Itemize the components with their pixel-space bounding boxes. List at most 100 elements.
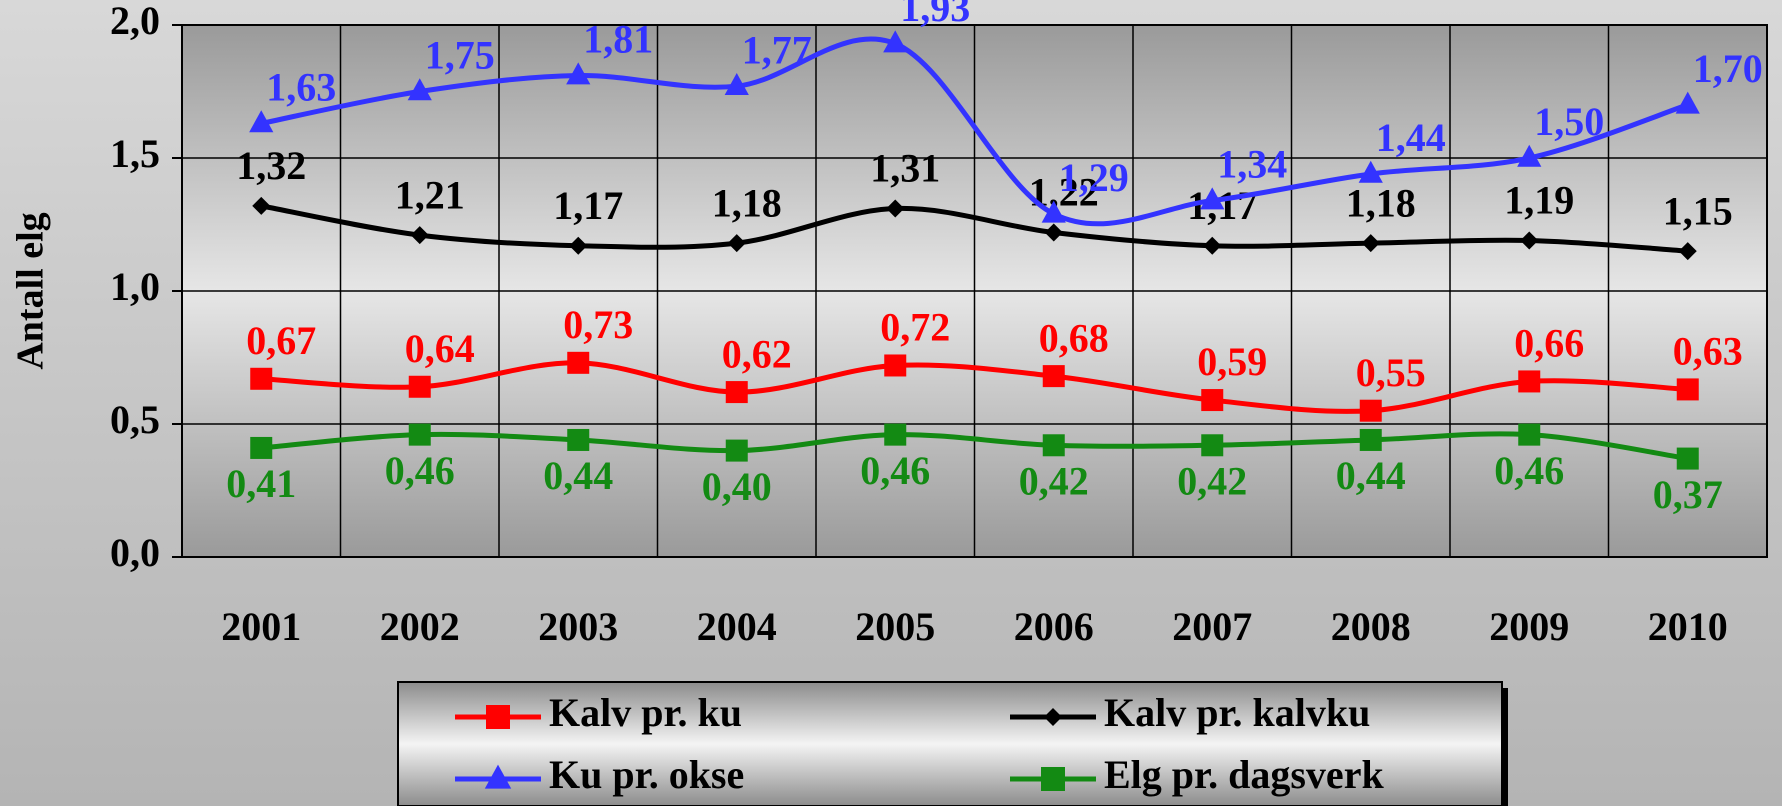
marker <box>1520 231 1539 250</box>
data-label: 1,18 <box>712 180 782 225</box>
data-label: 0,40 <box>702 464 772 509</box>
marker <box>727 234 746 253</box>
data-label: 1,18 <box>1346 180 1416 225</box>
data-label: 0,68 <box>1039 315 1109 360</box>
marker <box>408 423 431 446</box>
marker <box>1201 389 1224 412</box>
marker <box>567 428 590 451</box>
legend-label: Kalv pr. kalvku <box>1104 690 1370 735</box>
legend-label: Elg pr. dagsverk <box>1104 752 1384 797</box>
marker <box>1044 223 1063 242</box>
legend <box>397 681 1503 806</box>
data-label: 0,42 <box>1019 458 1089 503</box>
data-label: 0,42 <box>1177 458 1247 503</box>
marker <box>1359 399 1382 422</box>
marker <box>884 354 907 377</box>
data-label: 0,64 <box>405 326 475 371</box>
data-label: 0,62 <box>722 331 792 376</box>
marker <box>1518 423 1541 446</box>
data-label: 0,55 <box>1356 350 1426 395</box>
data-label: 1,17 <box>1187 183 1257 228</box>
marker <box>250 367 273 390</box>
marker <box>1518 370 1541 393</box>
data-label: 0,37 <box>1653 472 1723 517</box>
data-label: 0,44 <box>543 453 613 498</box>
data-label: 0,72 <box>880 305 950 350</box>
marker <box>724 72 749 95</box>
data-label: 0,63 <box>1673 329 1743 374</box>
data-label: 0,41 <box>226 461 296 506</box>
data-label: 0,67 <box>246 318 316 363</box>
marker <box>883 30 908 53</box>
series-line <box>260 203 1688 254</box>
marker <box>249 110 274 133</box>
series-line <box>261 360 1688 414</box>
marker <box>1041 200 1066 223</box>
marker <box>484 764 512 789</box>
data-label: 1,29 <box>1059 155 1129 200</box>
data-label: 0,59 <box>1197 339 1267 384</box>
data-label: 1,81 <box>583 17 653 62</box>
marker <box>725 381 748 404</box>
marker <box>250 436 273 459</box>
marker <box>408 375 431 398</box>
x-tick-label: 2009 <box>1489 604 1569 649</box>
marker <box>1203 236 1222 255</box>
x-tick-label: 2002 <box>380 604 460 649</box>
marker <box>1358 160 1383 183</box>
marker <box>407 78 432 101</box>
data-label: 1,17 <box>553 183 623 228</box>
marker <box>1201 434 1224 457</box>
data-label: 0,44 <box>1336 453 1406 498</box>
x-tick-label: 2003 <box>538 604 618 649</box>
data-label: 0,46 <box>385 448 455 493</box>
y-axis-title: Antall elg <box>10 212 52 369</box>
data-label: 1,15 <box>1663 188 1733 233</box>
marker <box>1676 447 1699 470</box>
data-label: 1,93 <box>900 0 970 30</box>
legend-label: Kalv pr. ku <box>549 690 742 735</box>
y-tick-label: 0,5 <box>110 397 160 442</box>
marker <box>1678 242 1697 261</box>
marker <box>1200 187 1225 210</box>
y-tick-label: 1,5 <box>110 131 160 176</box>
x-tick-label: 2001 <box>221 604 301 649</box>
data-label: 0,46 <box>1494 448 1564 493</box>
data-label: 0,46 <box>860 448 930 493</box>
marker <box>725 439 748 462</box>
x-tick-label: 2008 <box>1331 604 1411 649</box>
data-label: 1,44 <box>1376 115 1446 160</box>
marker <box>569 236 588 255</box>
marker <box>884 423 907 446</box>
data-label: 1,50 <box>1534 99 1604 144</box>
marker <box>1675 91 1700 114</box>
x-tick-label: 2005 <box>855 604 935 649</box>
data-label: 1,19 <box>1504 178 1574 223</box>
marker <box>252 196 271 215</box>
marker <box>1042 365 1065 388</box>
marker <box>1359 428 1382 451</box>
marker <box>886 199 905 218</box>
x-tick-label: 2007 <box>1172 604 1252 649</box>
marker <box>1042 434 1065 457</box>
x-tick-label: 2004 <box>697 604 777 649</box>
marker <box>1676 378 1699 401</box>
marker <box>566 62 591 85</box>
y-tick-label: 2,0 <box>110 0 160 43</box>
marker <box>410 226 429 245</box>
y-tick-label: 0,0 <box>110 530 160 575</box>
marker <box>567 351 590 374</box>
marker <box>1361 234 1380 253</box>
legend-label: Ku pr. okse <box>549 752 744 797</box>
marker <box>1041 767 1065 791</box>
series-line <box>261 431 1689 462</box>
data-label: 1,77 <box>742 27 812 72</box>
y-tick-label: 1,0 <box>110 264 160 309</box>
marker <box>1517 144 1542 167</box>
data-label: 0,73 <box>563 302 633 347</box>
series-line <box>260 36 1689 227</box>
data-label: 0,66 <box>1514 321 1584 366</box>
data-label: 1,32 <box>236 143 306 188</box>
x-tick-label: 2006 <box>1014 604 1094 649</box>
